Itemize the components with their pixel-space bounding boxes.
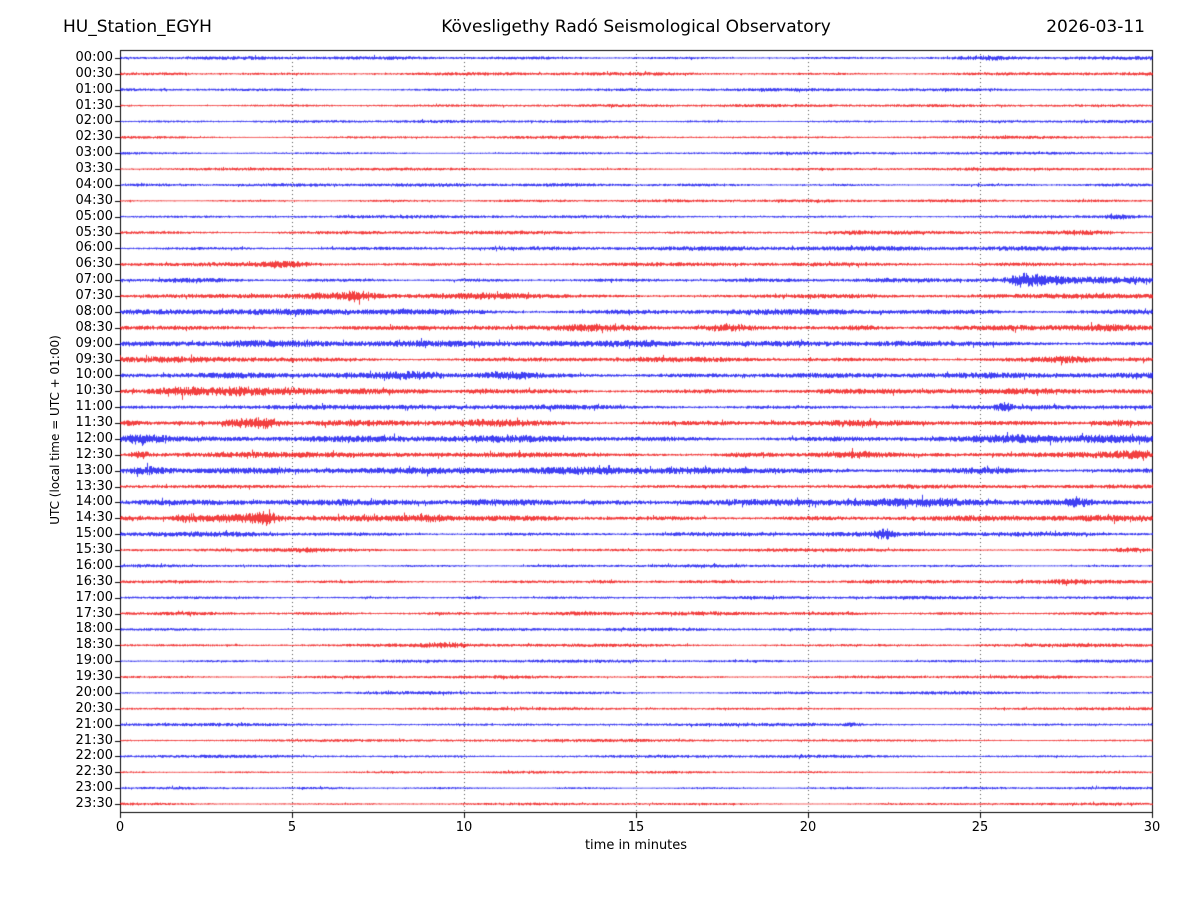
y-tick-label: 13:30 xyxy=(75,478,113,494)
y-tick-label: 05:00 xyxy=(75,208,113,224)
x-tick-label: 20 xyxy=(799,820,817,835)
y-tick-label: 14:00 xyxy=(75,494,113,510)
y-tick-label: 16:30 xyxy=(75,573,113,589)
y-tick-label: 00:00 xyxy=(75,50,113,65)
y-tick-label: 11:00 xyxy=(75,399,113,415)
y-tick-label: 22:30 xyxy=(75,764,113,780)
y-tick-label: 19:00 xyxy=(75,653,113,669)
y-tick-label: 15:30 xyxy=(75,542,113,558)
y-tick-label: 11:30 xyxy=(75,415,113,431)
y-tick-label: 12:00 xyxy=(75,430,113,446)
y-tick-label: 01:30 xyxy=(75,97,113,113)
observatory-title: Kövesligethy Radó Seismological Observat… xyxy=(441,17,831,37)
y-tick-label: 09:00 xyxy=(75,335,113,351)
y-tick-label: 08:30 xyxy=(75,319,113,335)
y-tick-label: 08:00 xyxy=(75,303,113,319)
y-tick-label: 12:30 xyxy=(75,446,113,462)
y-tick-label: 17:30 xyxy=(75,605,113,621)
y-tick-label: 04:00 xyxy=(75,176,113,192)
y-tick-labels: 00:00 00:30 01:00 01:30 02:00 02:30 03:00 03:30… xyxy=(0,0,113,900)
y-tick-label: 03:00 xyxy=(75,145,113,161)
y-tick-label: 14:30 xyxy=(75,510,113,526)
x-tick-label: 0 xyxy=(115,820,125,835)
y-tick-label: 00:30 xyxy=(75,65,113,81)
x-tick-label: 25 xyxy=(971,820,989,835)
y-tick-label: 09:30 xyxy=(75,351,113,367)
y-tick-label: 23:30 xyxy=(75,796,113,811)
y-tick-label: 18:30 xyxy=(75,637,113,653)
y-tick-label: 18:00 xyxy=(75,621,113,637)
x-axis-title: time in minutes xyxy=(584,838,688,853)
station-title: HU_Station_EGYH xyxy=(63,17,212,37)
x-tick-label: 10 xyxy=(455,820,473,835)
date-label: 2026-03-11 xyxy=(1046,17,1145,37)
y-tick-label: 04:30 xyxy=(75,192,113,208)
y-tick-label: 10:30 xyxy=(75,383,113,399)
y-tick-label: 06:30 xyxy=(75,256,113,272)
y-tick-label: 03:30 xyxy=(75,161,113,177)
y-tick-label: 23:00 xyxy=(75,780,113,796)
y-tick-label: 16:00 xyxy=(75,557,113,573)
y-tick-label: 06:00 xyxy=(75,240,113,256)
y-tick-label: 07:30 xyxy=(75,288,113,304)
y-tick-label: 21:00 xyxy=(75,716,113,732)
x-tick-label: 5 xyxy=(287,820,297,835)
x-tick-label: 30 xyxy=(1143,820,1161,835)
y-tick-label: 21:30 xyxy=(75,732,113,748)
y-tick-label: 22:00 xyxy=(75,748,113,764)
y-tick-label: 02:30 xyxy=(75,129,113,145)
y-tick-label: 17:00 xyxy=(75,589,113,605)
y-tick-label: 01:00 xyxy=(75,81,113,97)
y-tick-label: 15:00 xyxy=(75,526,113,542)
y-tick-label: 10:00 xyxy=(75,367,113,383)
x-tick-label: 15 xyxy=(627,820,645,835)
y-tick-label: 20:00 xyxy=(75,684,113,700)
y-tick-label: 13:00 xyxy=(75,462,113,478)
y-tick-label: 02:00 xyxy=(75,113,113,129)
y-tick-label: 05:30 xyxy=(75,224,113,240)
y-tick-label: 07:00 xyxy=(75,272,113,288)
y-tick-label: 20:30 xyxy=(75,700,113,716)
y-tick-label: 19:30 xyxy=(75,669,113,685)
